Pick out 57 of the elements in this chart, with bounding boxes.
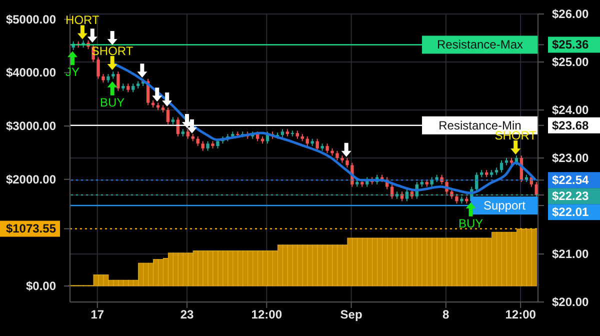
x-tick-label: 8 [442, 308, 450, 322]
x-tick-label: 17 [90, 308, 104, 322]
data-label: HORT [66, 13, 100, 28]
data-label: BUY [458, 216, 484, 230]
candlestick [196, 136, 200, 146]
y2-tick-label: $20.00 [552, 295, 590, 309]
candlestick [166, 107, 170, 125]
candlestick [336, 150, 339, 161]
ref-line-label: Support [483, 198, 526, 213]
point [87, 28, 98, 43]
point [107, 31, 118, 45]
y2-tick-label: $22.23 [552, 189, 590, 204]
candlestick [116, 71, 120, 92]
y2-tick-label: $22.01 [552, 205, 590, 220]
data-label: BUY [100, 95, 125, 110]
x-tick-label: 23 [180, 308, 194, 322]
y2-tick-label: $23.68 [552, 118, 590, 132]
y-tick-label: $1073.55 [6, 222, 56, 236]
candlestick [326, 143, 329, 154]
candlestick [96, 56, 100, 80]
candlestick [455, 194, 458, 204]
y2-tick-label: $25.00 [552, 55, 590, 69]
y2-tick-label: $25.36 [552, 38, 590, 52]
candlestick [316, 138, 319, 152]
y2-tick-label: $26.00 [552, 7, 590, 21]
y-tick-label: $0.00 [26, 279, 56, 293]
data-label: JY [65, 65, 80, 80]
x-tick-label: 12:00 [251, 308, 282, 322]
x-tick-label: Sep [340, 308, 362, 322]
point [107, 56, 118, 70]
x-tick-label: 12:00 [505, 308, 536, 322]
candlestick [430, 176, 434, 188]
point [186, 119, 197, 134]
ref-line-label: Resistance-Max [436, 38, 524, 52]
y2-tick-label: $21.00 [552, 247, 590, 261]
y2-tick-label: $23.00 [552, 151, 590, 165]
point [137, 64, 148, 78]
candlestick [201, 140, 204, 152]
point [107, 81, 118, 96]
y2-tick-label: $24.00 [552, 103, 590, 117]
candlestick [500, 160, 504, 173]
y-tick-label: $5000.00 [6, 12, 56, 26]
point [466, 202, 476, 216]
candlestick [346, 158, 349, 168]
point [341, 142, 352, 157]
point [67, 51, 78, 66]
point [77, 25, 88, 40]
candlestick [206, 140, 210, 152]
point [510, 140, 521, 154]
candlestick [186, 128, 190, 140]
y-tick-label: $4000.00 [6, 66, 56, 80]
point [152, 88, 162, 102]
point [162, 92, 172, 106]
y-tick-label: $2000.00 [6, 172, 56, 186]
y-tick-label: $3000.00 [6, 119, 56, 133]
y2-tick-label: $22.54 [552, 173, 590, 188]
ref-line-label: Resistance-Min [438, 118, 522, 132]
